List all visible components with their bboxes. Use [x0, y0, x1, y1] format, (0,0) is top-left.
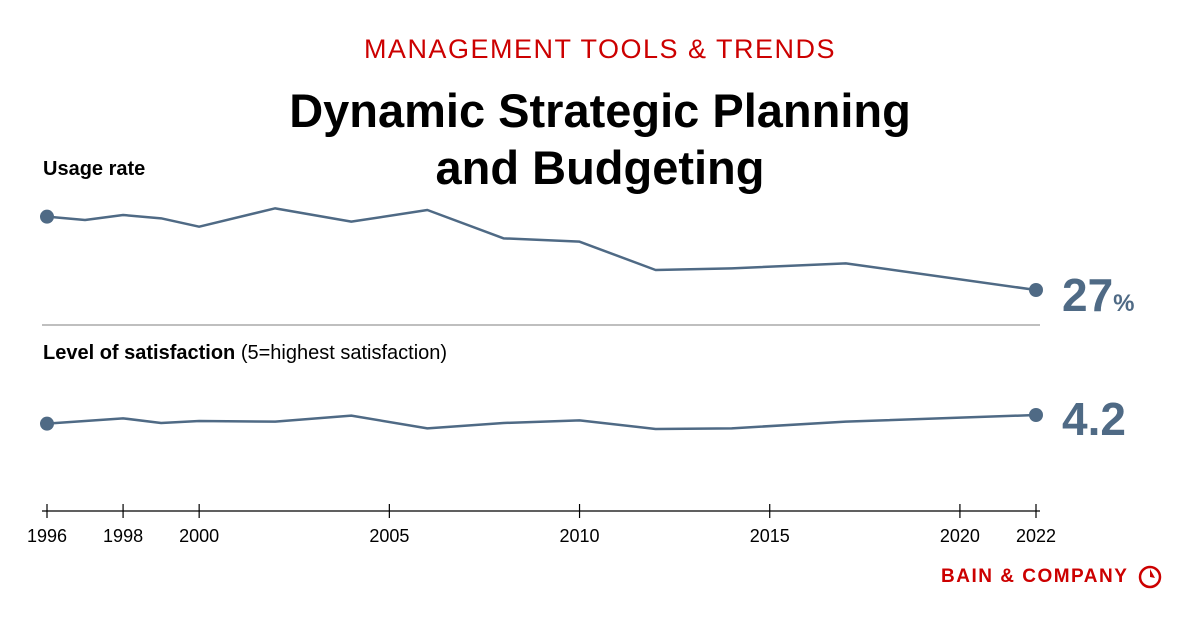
title-line-2: and Budgeting: [435, 141, 765, 194]
usage-line: [46, 207, 1037, 292]
x-tick-label-2000: 2000: [179, 526, 219, 546]
usage-end-unit: %: [1113, 290, 1135, 317]
usage-end-value: 27%: [1062, 268, 1135, 322]
satisfaction-end-value: 4.2: [1062, 393, 1126, 445]
page-title: Dynamic Strategic Planning and Budgeting: [0, 82, 1200, 196]
kicker: MANAGEMENT TOOLS & TRENDS: [363, 34, 837, 64]
x-tick-label-2022: 2022: [1016, 526, 1056, 546]
x-tick-label-2005: 2005: [369, 526, 409, 546]
title-line-1: Dynamic Strategic Planning: [289, 84, 911, 137]
x-tick-label-1996: 1996: [27, 526, 67, 546]
bain-logo: BAIN & COMPANY: [941, 565, 1162, 589]
usage-label: Usage rate: [43, 158, 146, 180]
usage-end-number: 27: [1062, 269, 1114, 321]
logo-icon: [1139, 565, 1162, 589]
x-tick-label-2010: 2010: [560, 526, 600, 546]
satisfaction-label: Level of satisfaction (5=highest satisfa…: [43, 342, 447, 365]
satisfaction-point-2022: [1029, 408, 1043, 422]
satisfaction-note: (5=highest satisfaction): [240, 342, 448, 364]
usage-point-2022: [1029, 283, 1043, 297]
logo-text: BAIN & COMPANY: [941, 566, 1129, 587]
x-tick-label-2015: 2015: [750, 526, 790, 546]
satisfaction-label-bold: Level of satisfaction: [43, 342, 236, 364]
satisfaction-point-1996: [40, 416, 54, 431]
usage-point-1996: [40, 209, 54, 224]
satisfaction-line: [46, 413, 1037, 431]
x-tick-label-2020: 2020: [940, 526, 980, 546]
x-tick-label-1998: 1998: [103, 526, 143, 546]
